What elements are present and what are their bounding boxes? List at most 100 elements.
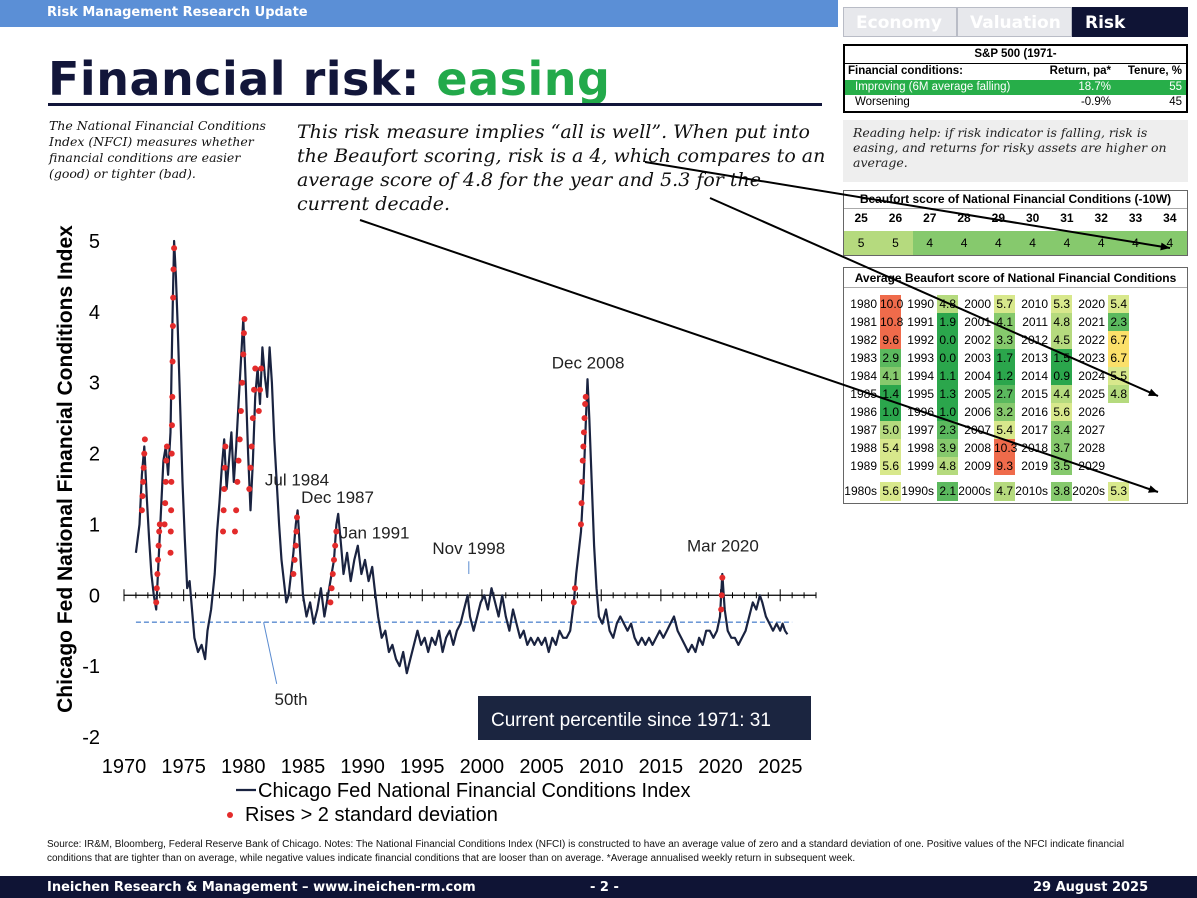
year-cell: 2019 xyxy=(1021,459,1048,473)
week-cell: 33 xyxy=(1128,211,1143,225)
score-cell: 1.3 xyxy=(937,385,958,403)
rise-dot xyxy=(240,351,247,358)
decade-cell: 2020s xyxy=(1072,484,1105,498)
rise-dot xyxy=(252,365,259,372)
score-cell: 3.2 xyxy=(994,403,1015,421)
tab-risk[interactable]: Risk xyxy=(1072,7,1188,37)
score-cell: 4.8 xyxy=(1108,385,1129,403)
nfci-series-line xyxy=(134,239,789,675)
week-cell: 31 xyxy=(1060,211,1074,225)
y-tick-label: 5 xyxy=(89,231,100,253)
year-cell: 1986 xyxy=(850,405,877,419)
rise-dot xyxy=(162,500,169,507)
y-tick-label: 3 xyxy=(89,373,100,395)
rise-dot xyxy=(170,266,177,273)
score-cell: 4 xyxy=(946,231,982,255)
rise-dot xyxy=(156,528,163,535)
year-cell: 2026 xyxy=(1078,405,1105,419)
rise-dot xyxy=(156,521,163,528)
decade-cell: 1990s xyxy=(901,484,934,498)
rise-dot xyxy=(257,386,264,393)
year-cell: 2003 xyxy=(964,351,991,365)
score-cell: 1.0 xyxy=(937,403,958,421)
score-cell: 4 xyxy=(912,231,947,255)
score-cell: 5.3 xyxy=(1051,295,1072,313)
nfci-explanation: The National Financial Conditions Index … xyxy=(49,118,266,181)
event-annotation: Jul 1984 xyxy=(265,470,329,489)
score-cell: 4.8 xyxy=(937,295,958,313)
score-cell: 4.4 xyxy=(1051,385,1072,403)
row-return: -0.9% xyxy=(1080,96,1111,108)
report-title: Risk Management Research Update xyxy=(47,5,308,20)
score-cell: 2.7 xyxy=(994,385,1015,403)
row-tenure: 55 xyxy=(1169,80,1182,93)
report-header-bar: Risk Management Research Update xyxy=(0,0,838,27)
handwritten-comment: This risk measure implies “all is well”.… xyxy=(297,121,826,215)
score-cell xyxy=(1108,439,1129,457)
score-cell: 4.1 xyxy=(880,367,901,385)
y-tick-label: 4 xyxy=(89,302,100,324)
score-cell: 9.6 xyxy=(880,331,901,349)
week-cell: 32 xyxy=(1094,211,1108,225)
x-tick-label: 2010 xyxy=(579,756,624,778)
year-cell: 1985 xyxy=(850,387,877,401)
event-annotation: Mar 2020 xyxy=(687,536,759,555)
y-tick-label: -2 xyxy=(82,727,100,749)
rise-dot xyxy=(579,478,586,485)
avg-table-row: 1988 5.4 1998 3.9 2008 10.3 2018 3.7 2028 xyxy=(844,439,1187,457)
rise-dot xyxy=(236,436,243,443)
rise-dot xyxy=(141,450,148,457)
tab-economy[interactable]: Economy xyxy=(843,7,957,37)
week-cell: 26 xyxy=(888,211,903,225)
rise-dot xyxy=(154,571,161,578)
score-cell: 5.4 xyxy=(1108,295,1129,313)
col-financial-conditions: Financial conditions: xyxy=(848,65,964,77)
event-annotation: Jan 1991 xyxy=(340,524,410,543)
score-cell: 4 xyxy=(1152,231,1187,255)
score-cell: 3.8 xyxy=(1051,482,1072,501)
rise-dot xyxy=(251,386,258,393)
section-tabs: Economy Valuation Risk xyxy=(843,7,1188,37)
score-cell: 4 xyxy=(1084,231,1119,255)
rise-dot xyxy=(221,486,228,492)
score-cell: 0.9 xyxy=(1051,367,1072,385)
x-tick-label: 1995 xyxy=(400,756,445,778)
rise-dot xyxy=(327,599,334,606)
score-cell: 5.0 xyxy=(880,421,901,439)
reading-help-box: Reading help: if risk indicator is falli… xyxy=(843,120,1188,182)
year-cell: 2011 xyxy=(1022,315,1048,329)
footer-bar: Ineichen Research & Management – www.ine… xyxy=(0,876,1197,898)
score-cell: 1.1 xyxy=(937,367,958,385)
rise-dot xyxy=(169,323,176,330)
avg-table-row: 1989 5.6 1999 4.8 2009 9.3 2019 3.5 2029 xyxy=(844,457,1187,475)
week-cell: 34 xyxy=(1163,211,1177,225)
event-annotation: Dec 2008 xyxy=(552,354,625,373)
rise-dot xyxy=(220,528,227,535)
score-cell: 4 xyxy=(1049,231,1085,255)
score-cell: 5.6 xyxy=(880,482,901,501)
year-cell: 1983 xyxy=(850,351,877,365)
score-cell: 1.4 xyxy=(880,385,901,403)
x-tick-label: 1990 xyxy=(340,756,385,778)
year-cell: 2024 xyxy=(1078,369,1105,383)
row-tenure: 45 xyxy=(1169,96,1182,108)
year-cell: 1996 xyxy=(907,405,934,419)
rise-dot xyxy=(577,521,584,528)
tab-valuation[interactable]: Valuation xyxy=(957,7,1072,37)
avg-table-row: 1985 1.4 1995 1.3 2005 2.7 2015 4.4 2025 4.8 xyxy=(844,385,1187,403)
avg-beaufort-table: Average Beaufort score of National Finan… xyxy=(843,267,1188,504)
rise-dot xyxy=(161,521,168,528)
title-divider xyxy=(48,103,822,106)
year-cell: 2002 xyxy=(964,333,991,347)
avg-table-row: 1980 10.0 1990 4.8 2000 5.7 2010 5.3 2020 5.4 xyxy=(844,295,1187,313)
score-cell: 9.3 xyxy=(994,457,1015,475)
week-cell: 30 xyxy=(1025,211,1040,225)
rise-dot xyxy=(235,457,242,464)
rise-dot xyxy=(220,507,227,514)
x-tick-label: 1975 xyxy=(161,756,206,778)
score-cell: 5 xyxy=(878,231,913,255)
rise-dot xyxy=(170,294,177,301)
rise-dot xyxy=(579,457,586,464)
x-tick-label: 2025 xyxy=(758,756,803,778)
rise-dot xyxy=(233,507,240,514)
